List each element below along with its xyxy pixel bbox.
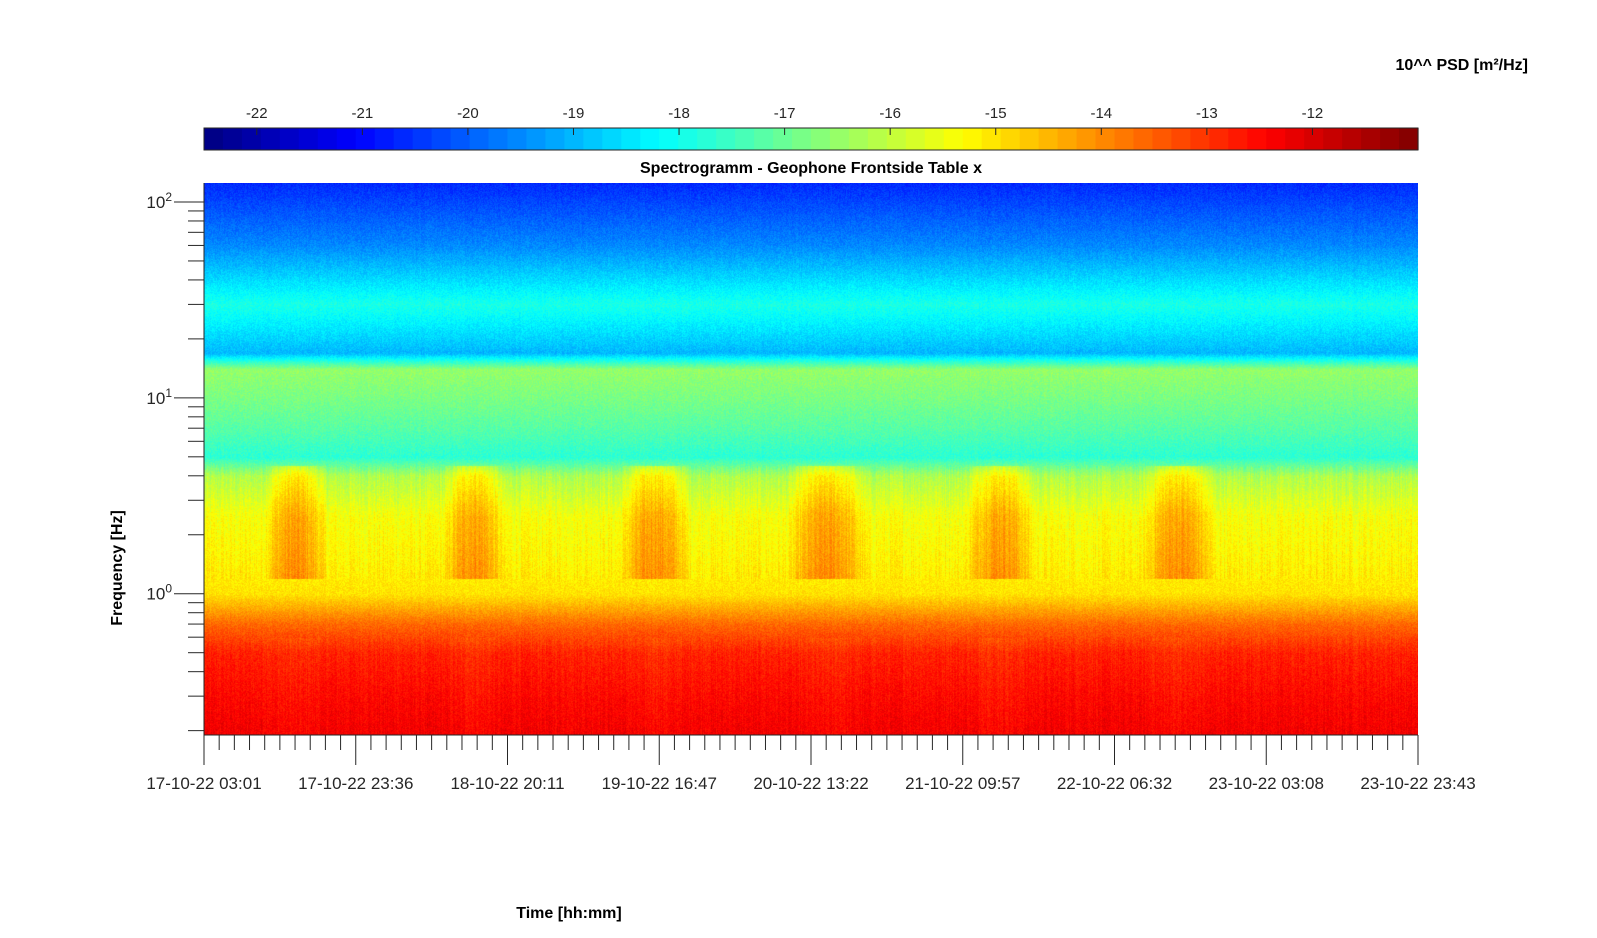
heatmap-plot-area bbox=[204, 183, 1418, 735]
x-tick-label-6: 22-10-22 06:32 bbox=[1057, 774, 1172, 793]
y-axis: 100 101 102 bbox=[146, 183, 205, 735]
x-tick-label-1: 17-10-22 23:36 bbox=[298, 774, 413, 793]
x-tick-label-4: 20-10-22 13:22 bbox=[753, 774, 868, 793]
colorbar-tick-label-4: -18 bbox=[668, 105, 690, 122]
x-tick-label-2: 18-10-22 20:11 bbox=[450, 774, 564, 793]
y-axis-label: Frequency [Hz] bbox=[109, 510, 126, 626]
colorbar-tick-label-6: -16 bbox=[879, 105, 901, 122]
colorbar bbox=[203, 127, 1419, 151]
spectrogram-image bbox=[204, 183, 1418, 735]
colorbar-tick-label-0: -22 bbox=[246, 105, 268, 122]
x-axis: 17-10-22 03:01 17-10-22 23:36 18-10-22 20:… bbox=[146, 734, 1476, 793]
y-tick-label-1: 101 bbox=[146, 386, 172, 408]
x-tick-label-8: 23-10-22 23:43 bbox=[1360, 774, 1475, 793]
x-axis-label: Time [hh:mm] bbox=[516, 905, 621, 922]
colorbar-tick-label-5: -17 bbox=[774, 105, 796, 122]
colorbar-tick-label-3: -19 bbox=[563, 105, 585, 122]
x-tick-label-7: 23-10-22 03:08 bbox=[1209, 774, 1324, 793]
chart-title: Spectrogramm - Geophone Frontside Table … bbox=[640, 160, 982, 177]
colorbar-tick-label-9: -13 bbox=[1196, 105, 1218, 122]
colorbar-label: 10^^ PSD [m²/Hz] bbox=[1396, 57, 1528, 74]
y-tick-label-0: 100 bbox=[146, 582, 172, 604]
y-tick-label-2: 102 bbox=[146, 190, 172, 212]
colorbar-tick-label-1: -21 bbox=[352, 105, 374, 122]
colorbar-tick-label-2: -20 bbox=[457, 105, 479, 122]
colorbar-tick-label-7: -15 bbox=[985, 105, 1007, 122]
colorbar-tick-labels: -22 -21 -20 -19 -18 -17 -16 -15 -14 -13 -12 bbox=[246, 105, 1323, 122]
x-tick-label-3: 19-10-22 16:47 bbox=[602, 774, 717, 793]
x-tick-label-5: 21-10-22 09:57 bbox=[905, 774, 1020, 793]
colorbar-tick-label-8: -14 bbox=[1090, 105, 1112, 122]
x-tick-label-0: 17-10-22 03:01 bbox=[146, 774, 261, 793]
colorbar-tick-label-10: -12 bbox=[1302, 105, 1324, 122]
